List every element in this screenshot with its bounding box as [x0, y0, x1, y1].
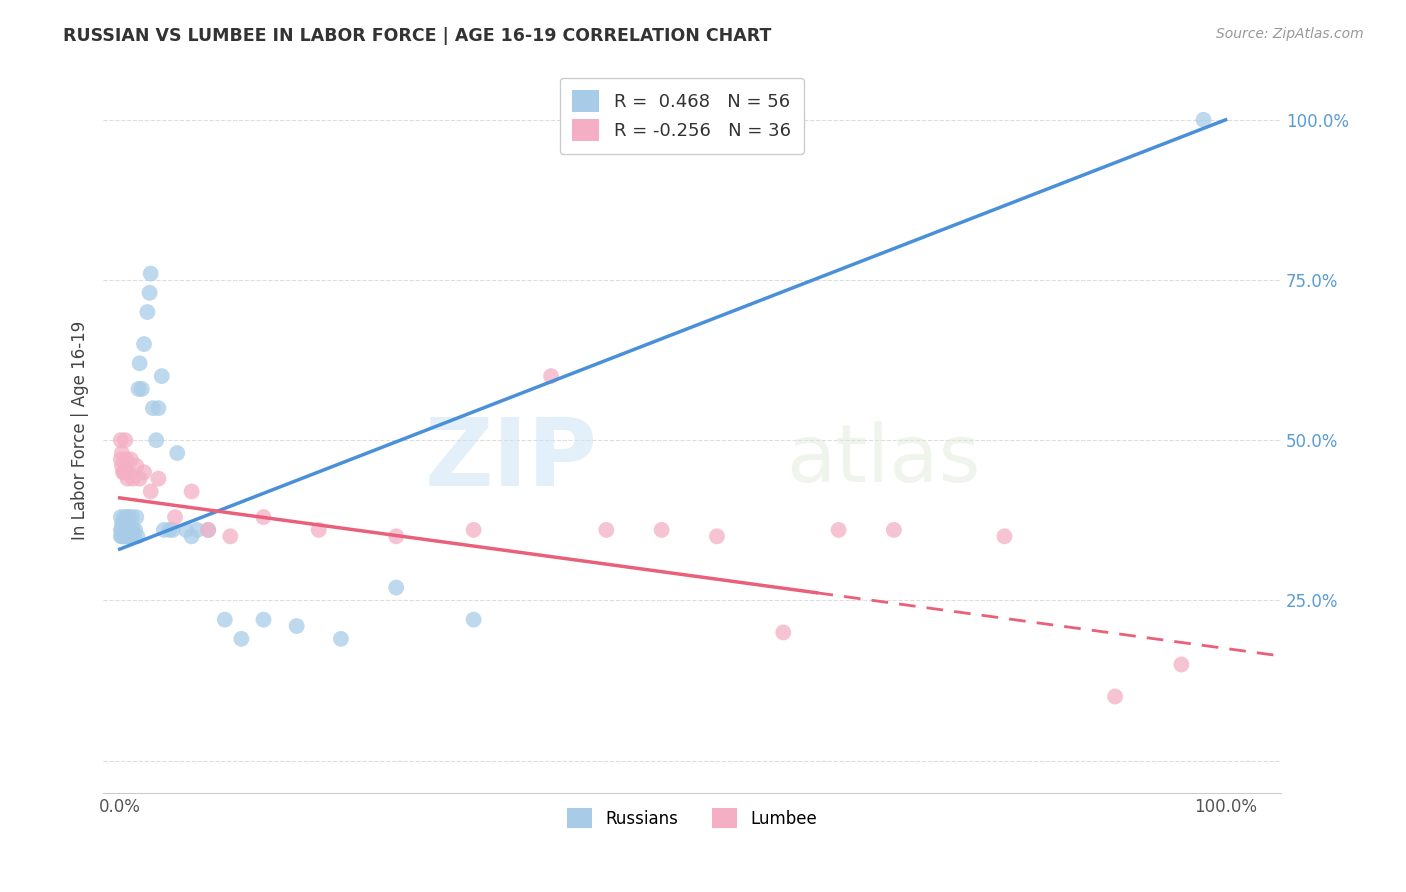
- Point: [128, 382, 150, 396]
- Point: [142, 401, 165, 416]
- Point: [1170, 657, 1192, 672]
- Point: [150, 369, 173, 384]
- Point: [1192, 112, 1215, 127]
- Point: [540, 369, 562, 384]
- Point: [463, 523, 485, 537]
- Point: [162, 523, 184, 537]
- Point: [252, 613, 274, 627]
- Point: [112, 510, 135, 524]
- Point: [111, 458, 134, 473]
- Point: [131, 382, 153, 396]
- Point: [180, 529, 202, 543]
- Point: [166, 446, 188, 460]
- Point: [197, 523, 219, 537]
- Point: [118, 523, 141, 537]
- Point: [117, 510, 139, 524]
- Point: [214, 613, 236, 627]
- Point: [114, 523, 136, 537]
- Legend: Russians, Lumbee: Russians, Lumbee: [561, 801, 824, 835]
- Point: [772, 625, 794, 640]
- Text: ZIP: ZIP: [425, 414, 598, 506]
- Point: [385, 581, 408, 595]
- Point: [159, 523, 181, 537]
- Point: [148, 472, 170, 486]
- Point: [117, 472, 139, 486]
- Point: [136, 305, 159, 319]
- Point: [148, 401, 170, 416]
- Point: [163, 510, 186, 524]
- Point: [110, 510, 132, 524]
- Point: [127, 529, 149, 543]
- Point: [112, 523, 135, 537]
- Point: [231, 632, 253, 646]
- Point: [111, 446, 134, 460]
- Point: [706, 529, 728, 543]
- Point: [111, 529, 134, 543]
- Point: [112, 516, 135, 531]
- Point: [110, 452, 132, 467]
- Point: [308, 523, 330, 537]
- Point: [112, 465, 135, 479]
- Point: [385, 529, 408, 543]
- Point: [138, 285, 160, 300]
- Point: [145, 433, 167, 447]
- Point: [115, 529, 138, 543]
- Point: [285, 619, 308, 633]
- Point: [114, 433, 136, 447]
- Point: [132, 337, 155, 351]
- Point: [132, 465, 155, 479]
- Point: [117, 529, 139, 543]
- Y-axis label: In Labor Force | Age 16-19: In Labor Force | Age 16-19: [72, 321, 89, 541]
- Point: [124, 523, 146, 537]
- Point: [114, 516, 136, 531]
- Point: [139, 267, 162, 281]
- Point: [651, 523, 673, 537]
- Point: [115, 523, 138, 537]
- Text: RUSSIAN VS LUMBEE IN LABOR FORCE | AGE 16-19 CORRELATION CHART: RUSSIAN VS LUMBEE IN LABOR FORCE | AGE 1…: [63, 27, 772, 45]
- Point: [186, 523, 208, 537]
- Point: [122, 529, 145, 543]
- Point: [139, 484, 162, 499]
- Point: [120, 523, 142, 537]
- Text: atlas: atlas: [786, 420, 980, 499]
- Point: [117, 465, 139, 479]
- Point: [125, 510, 148, 524]
- Point: [197, 523, 219, 537]
- Point: [993, 529, 1015, 543]
- Point: [112, 465, 135, 479]
- Point: [112, 523, 135, 537]
- Point: [112, 529, 135, 543]
- Point: [883, 523, 905, 537]
- Point: [111, 516, 134, 531]
- Point: [114, 465, 136, 479]
- Point: [174, 523, 197, 537]
- Point: [128, 356, 150, 370]
- Point: [595, 523, 617, 537]
- Point: [121, 510, 143, 524]
- Text: Source: ZipAtlas.com: Source: ZipAtlas.com: [1216, 27, 1364, 41]
- Point: [1104, 690, 1126, 704]
- Point: [115, 452, 138, 467]
- Point: [114, 529, 136, 543]
- Point: [111, 523, 134, 537]
- Point: [117, 510, 139, 524]
- Point: [125, 458, 148, 473]
- Point: [463, 613, 485, 627]
- Point: [110, 529, 132, 543]
- Point: [120, 529, 142, 543]
- Point: [128, 472, 150, 486]
- Point: [180, 484, 202, 499]
- Point: [120, 452, 142, 467]
- Point: [110, 433, 132, 447]
- Point: [117, 523, 139, 537]
- Point: [122, 523, 145, 537]
- Point: [122, 472, 145, 486]
- Point: [329, 632, 352, 646]
- Point: [110, 523, 132, 537]
- Point: [219, 529, 242, 543]
- Point: [153, 523, 176, 537]
- Point: [252, 510, 274, 524]
- Point: [827, 523, 849, 537]
